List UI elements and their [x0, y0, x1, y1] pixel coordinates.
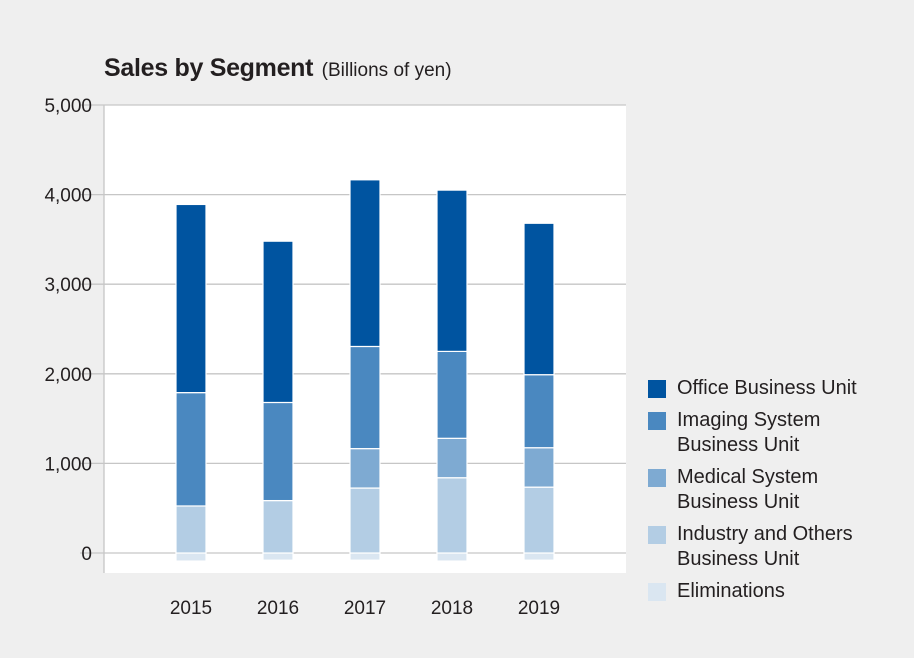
bar-segment: [436, 477, 468, 554]
legend-swatch-eliminations: [648, 583, 666, 601]
bar-segment: [262, 499, 294, 554]
legend-item-industry: Industry and Others Business Unit: [648, 522, 908, 572]
x-tick-label: 2016: [257, 598, 299, 619]
y-tick-label: 3,000: [44, 275, 92, 296]
y-axis-ticks: 0 1,000 2,000 3,000 4,000 5,000: [44, 96, 92, 565]
chart-unit-label: (Billions of yen): [321, 60, 452, 81]
legend-swatch-medical: [648, 469, 666, 487]
y-tick-label: 1,000: [44, 454, 92, 475]
legend: Office Business Unit Imaging System Busi…: [648, 376, 908, 611]
bar-segment: [349, 487, 381, 554]
legend-label-imaging: Imaging System Business Unit: [677, 409, 821, 456]
chart-title: Sales by Segment: [104, 54, 314, 82]
bar-segment: [175, 505, 207, 554]
bar-segment: [523, 447, 555, 488]
x-tick-label: 2018: [431, 598, 473, 619]
legend-label-office: Office Business Unit: [677, 377, 857, 399]
bar-segment: [262, 240, 294, 404]
bar-segment: [262, 401, 294, 502]
bar-segment: [262, 552, 294, 561]
x-tick-label: 2017: [344, 598, 386, 619]
legend-item-imaging: Imaging System Business Unit: [648, 408, 908, 458]
legend-label-eliminations: Eliminations: [677, 580, 785, 602]
x-tick-label: 2019: [518, 598, 560, 619]
x-tick-label: 2015: [170, 598, 212, 619]
bar-segment: [436, 552, 468, 562]
bar-segment: [436, 437, 468, 479]
legend-swatch-office: [648, 380, 666, 398]
y-tick-label: 5,000: [44, 96, 92, 117]
legend-swatch-industry: [648, 526, 666, 544]
bar-segment: [175, 203, 207, 394]
bar-segment: [523, 552, 555, 561]
bar-segment: [349, 345, 381, 450]
bars: [175, 179, 555, 562]
bar-segment: [436, 350, 468, 439]
y-tick-label: 0: [81, 544, 92, 565]
bar-segment: [436, 189, 468, 352]
legend-label-medical: Medical System Business Unit: [677, 466, 819, 513]
bar-segment: [349, 552, 381, 561]
bar-segment: [349, 179, 381, 348]
chart-title-block: Sales by Segment (Billions of yen): [104, 54, 452, 83]
y-tick-label: 2,000: [44, 365, 92, 386]
legend-item-eliminations: Eliminations: [648, 579, 908, 604]
bar-segment: [175, 552, 207, 562]
bar-segment: [523, 486, 555, 554]
legend-item-medical: Medical System Business Unit: [648, 465, 908, 515]
x-axis-ticks: 2015 2016 2017 2018 2019: [170, 598, 560, 619]
bar-segment: [349, 448, 381, 489]
bar-segment: [523, 374, 555, 449]
bar-segment: [175, 392, 207, 507]
y-tick-label: 4,000: [44, 186, 92, 207]
legend-label-industry: Industry and Others Business Unit: [677, 523, 853, 570]
bar-segment: [523, 222, 555, 376]
legend-swatch-imaging: [648, 412, 666, 430]
legend-item-office: Office Business Unit: [648, 376, 908, 401]
